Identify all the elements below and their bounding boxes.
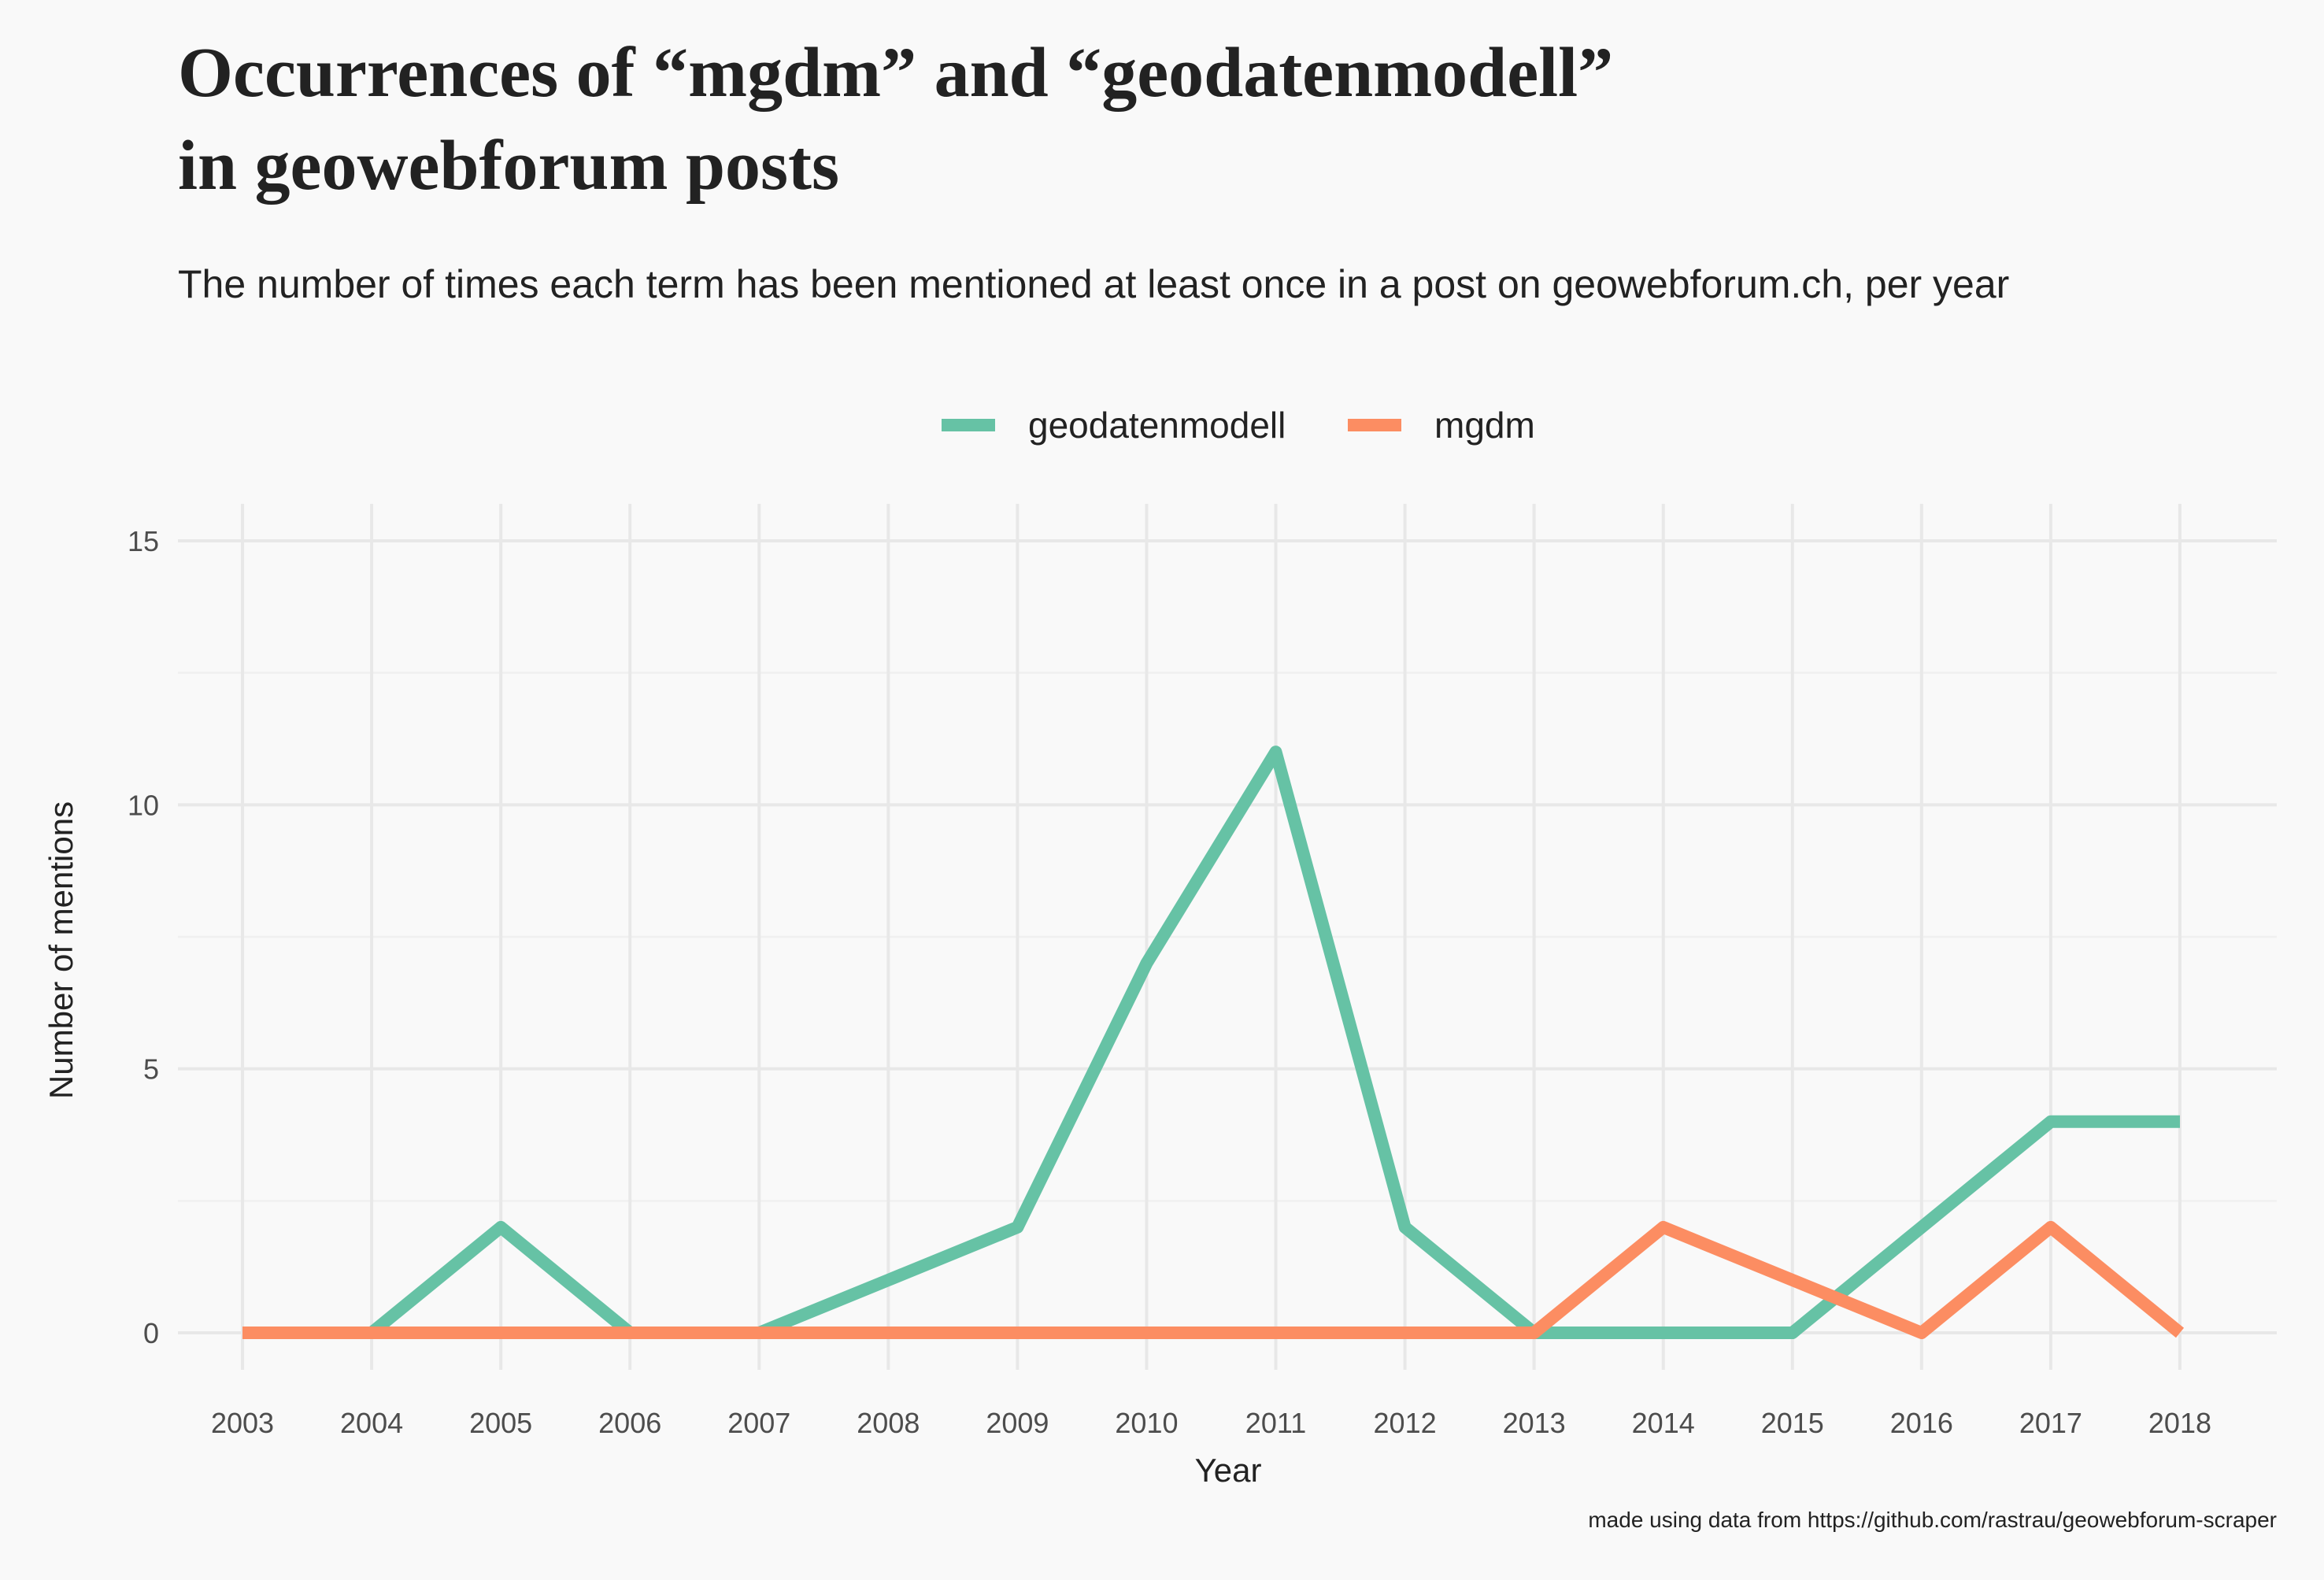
x-tick-label: 2008 bbox=[857, 1407, 920, 1439]
legend-label-mgdm: mgdm bbox=[1434, 405, 1535, 446]
series-line-mgdm bbox=[242, 1220, 2185, 1339]
chart-subtitle: The number of times each term has been m… bbox=[178, 262, 2009, 306]
x-tick-label: 2005 bbox=[469, 1407, 532, 1439]
x-tick-label: 2009 bbox=[986, 1407, 1049, 1439]
x-tick-label: 2006 bbox=[598, 1407, 661, 1439]
legend: geodatenmodell mgdm bbox=[942, 405, 1535, 446]
y-axis-ticks: 0 5 10 15 bbox=[128, 525, 159, 1349]
series-line-geodatenmodell bbox=[242, 746, 2180, 1339]
chart-title-line-1: Occurrences of “mgdm” and “geodatenmodel… bbox=[178, 34, 1613, 112]
x-tick-label: 2016 bbox=[1890, 1407, 1953, 1439]
x-tick-label: 2003 bbox=[211, 1407, 274, 1439]
series-lines bbox=[242, 746, 2185, 1339]
x-tick-label: 2018 bbox=[2148, 1407, 2211, 1439]
x-tick-label: 2014 bbox=[1632, 1407, 1695, 1439]
x-tick-label: 2017 bbox=[2019, 1407, 2082, 1439]
chart-caption: made using data from https://github.com/… bbox=[1588, 1508, 2277, 1532]
y-axis-title: Number of mentions bbox=[43, 801, 80, 1099]
x-tick-label: 2007 bbox=[727, 1407, 790, 1439]
x-tick-label: 2011 bbox=[1245, 1407, 1306, 1439]
x-tick-label: 2004 bbox=[340, 1407, 403, 1439]
legend-label-geodatenmodell: geodatenmodell bbox=[1028, 405, 1286, 446]
y-tick-label: 5 bbox=[143, 1053, 159, 1086]
y-tick-label: 15 bbox=[128, 525, 159, 557]
y-tick-label: 10 bbox=[128, 789, 159, 821]
x-axis-ticks: 2003 2004 2005 2006 2007 2008 2009 2010 2011 2012… bbox=[211, 1407, 2211, 1439]
x-tick-label: 2015 bbox=[1761, 1407, 1824, 1439]
x-axis-title: Year bbox=[1195, 1452, 1262, 1489]
x-tick-label: 2013 bbox=[1503, 1407, 1566, 1439]
x-tick-label: 2010 bbox=[1115, 1407, 1178, 1439]
chart-title-line-2: in geowebforum posts bbox=[178, 127, 839, 205]
x-tick-label: 2012 bbox=[1374, 1407, 1437, 1439]
y-tick-label: 0 bbox=[143, 1317, 159, 1349]
